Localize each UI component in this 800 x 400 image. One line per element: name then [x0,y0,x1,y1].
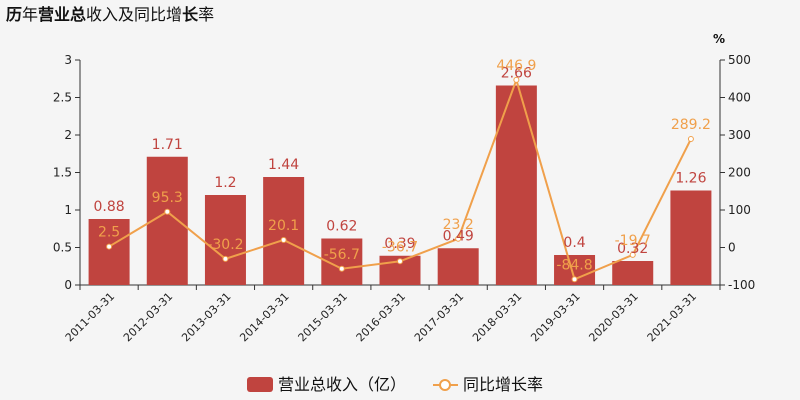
growth-label: -84.8 [556,257,592,273]
growth-point [571,276,578,283]
revenue-label: 0.32 [617,241,648,257]
x-tick-label: 2020-03-31 [586,290,640,344]
revenue-label: 1.71 [152,137,183,153]
right-tick-label: 200 [728,166,751,180]
chart-title-segment: 收入及同比增 [86,5,182,24]
revenue-label: 0.88 [94,199,125,215]
chart-title-segment: 年 [22,5,38,24]
left-tick-label: 0 [64,278,72,292]
legend: 营业总收入（亿） 同比增长率 [247,375,543,394]
revenue-bar [612,261,654,285]
x-tick-label: 2015-03-31 [296,290,350,344]
revenue-label: 0.49 [443,228,474,244]
left-tick-label: 3 [64,53,72,67]
right-axis-unit: % [713,32,725,46]
chart-title-segment: 长 [182,5,199,24]
left-tick-label: 2.5 [53,91,72,105]
x-tick-label: 2018-03-31 [470,290,524,344]
growth-label: -19.7 [615,233,651,249]
growth-label: -56.7 [324,247,360,263]
revenue-bar [437,248,479,285]
chart-title: 历年营业总收入及同比增长率 [6,5,214,24]
legend-growth-marker [439,379,451,391]
revenue-label: 1.44 [268,157,299,173]
growth-label: 289.2 [671,117,711,133]
growth-point [687,136,694,143]
revenue-label: 2.66 [501,66,532,82]
legend-revenue-label: 营业总收入（亿） [278,375,406,394]
growth-label: 2.5 [98,225,120,241]
revenue-bar [670,190,712,285]
chart-title-segment: 历 [6,5,22,24]
growth-label: 95.3 [152,190,183,206]
x-tick-label: 2012-03-31 [121,290,175,344]
left-tick-label: 0.5 [53,241,72,255]
right-tick-label: -100 [728,278,755,292]
growth-point [455,235,462,242]
x-tick-label: 2017-03-31 [412,290,466,344]
left-tick-label: 1 [64,203,72,217]
growth-label: 23.2 [443,217,474,233]
chart-title-segment: 营业总 [38,5,86,24]
right-tick-label: 100 [728,203,751,217]
revenue-label: 1.2 [214,175,236,191]
growth-point [629,251,636,258]
right-tick-label: 400 [728,91,751,105]
revenue-label: 0.62 [326,219,357,235]
growth-point [338,265,345,272]
x-tick-label: 2021-03-31 [645,290,699,344]
growth-point [397,258,403,265]
right-tick-label: 0 [728,241,736,255]
revenue-bar [204,195,246,285]
revenue-label: 1.26 [675,171,706,187]
growth-line [106,76,694,283]
x-tick-label: 2013-03-31 [179,290,233,344]
x-tick-label: 2019-03-31 [528,290,582,344]
growth-point [280,236,287,243]
data-labels: 0.88 1.71 1.2 1.44 0.62 0.39 0.49 2.66 0.4 0.32 1.… [94,58,711,273]
revenue-label: 0.39 [384,236,415,252]
growth-label: 20.1 [268,218,299,234]
x-tick-label: 2016-03-31 [354,290,408,344]
growth-label: -30.2 [207,237,243,253]
revenue-bar [263,177,305,285]
growth-point [222,255,229,262]
revenue-label: 0.4 [563,235,585,251]
chart-title-text: 历年营业总收入及同比增长率 [6,5,214,24]
left-tick-label: 1.5 [53,166,72,180]
right-tick-label: 500 [728,53,751,67]
growth-label: 446.9 [496,58,536,74]
x-tick-label: 2011-03-31 [63,290,117,344]
legend-revenue-swatch [247,377,273,392]
bars [88,85,712,285]
revenue-bar [495,85,537,285]
growth-point [164,208,171,215]
growth-point [106,243,113,250]
growth-point [513,76,520,83]
legend-growth-label: 同比增长率 [463,375,543,394]
revenue-bar [88,219,130,285]
left-tick-label: 2 [64,128,72,142]
chart-title-segment: 率 [198,5,214,24]
x-tick-label: 2014-03-31 [237,290,291,344]
right-tick-label: 300 [728,128,751,142]
growth-label: -36.7 [382,239,418,255]
